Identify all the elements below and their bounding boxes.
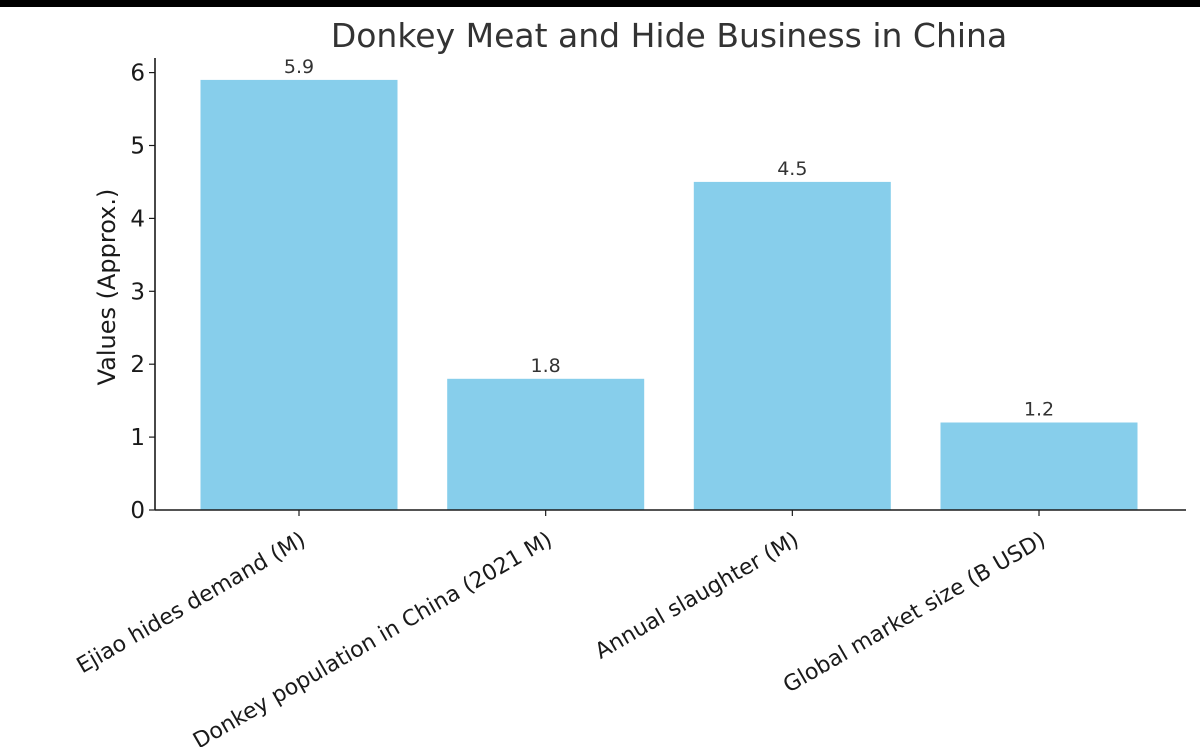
x-tick-label: Ejiao hides demand (M) [73, 528, 310, 679]
y-tick-label: 5 [130, 134, 145, 160]
y-tick-label: 3 [130, 279, 145, 305]
bar [940, 422, 1138, 510]
bar [447, 378, 645, 510]
bar-value-label: 4.5 [777, 158, 807, 180]
y-tick-label: 2 [130, 352, 145, 378]
bars-layer: 5.9 1.8 4.5 1.2 [200, 56, 1138, 511]
bar [693, 181, 891, 510]
y-tick-label: 0 [130, 498, 145, 524]
y-tick-label: 6 [130, 61, 145, 87]
bar-value-label: 1.8 [531, 355, 561, 377]
y-tick-label: 1 [130, 425, 145, 451]
y-axis-label: Values (Approx.) [93, 189, 121, 386]
top-border-band [0, 0, 1200, 7]
x-tick-label: Annual slaughter (M) [591, 528, 803, 665]
chart-title: Donkey Meat and Hide Business in China [331, 16, 1007, 55]
bar-value-label: 1.2 [1024, 399, 1054, 421]
bar [200, 79, 398, 511]
x-tick-label: Global market size (B USD) [779, 528, 1050, 699]
bar-value-label: 5.9 [284, 56, 314, 78]
y-tick-label: 4 [130, 206, 145, 232]
